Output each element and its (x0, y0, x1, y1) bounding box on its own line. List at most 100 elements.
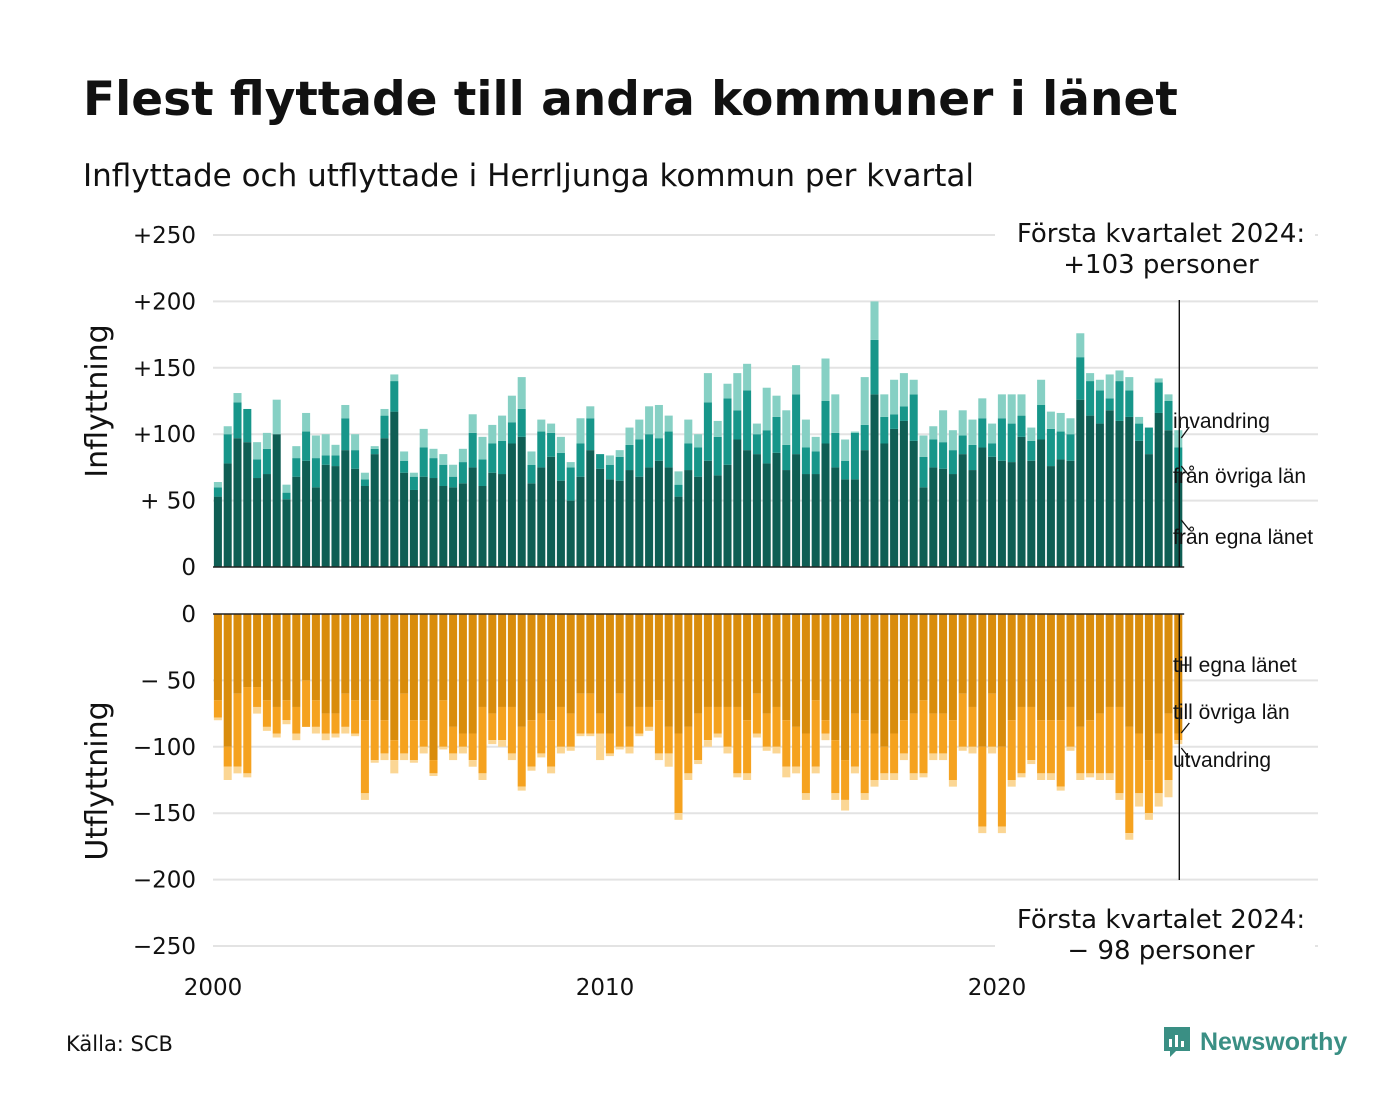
bar-out-3 (360, 793, 369, 800)
bar-out-2 (645, 706, 654, 727)
bar-out-2 (605, 733, 614, 754)
bar-in-2 (752, 434, 761, 455)
bar-in-2 (801, 447, 810, 475)
bar-out-3 (870, 780, 879, 787)
bar-in-1 (1105, 410, 1114, 567)
bar-out-1 (233, 614, 242, 694)
bar-out-2 (419, 720, 428, 747)
bar-in-2 (919, 456, 928, 488)
bar-out-1 (439, 614, 448, 701)
bar-in-2 (841, 460, 850, 480)
bar-in-2 (1095, 390, 1104, 424)
bar-out-2 (674, 733, 683, 814)
bar-in-2 (302, 431, 311, 461)
bar-in-3 (498, 415, 507, 441)
bar-out-2 (880, 746, 889, 774)
bar-in-1 (223, 463, 232, 567)
bar-out-2 (449, 726, 458, 754)
bar-in-2 (468, 432, 477, 468)
bar-out-1 (772, 614, 781, 707)
bar-out-3 (439, 746, 448, 750)
bar-in-2 (635, 439, 644, 477)
bar-in-1 (341, 450, 350, 567)
bar-out-2 (292, 706, 301, 734)
bar-in-3 (743, 363, 752, 391)
bar-out-1 (762, 614, 771, 714)
bar-out-2 (272, 706, 281, 734)
bar-in-3 (1174, 430, 1183, 448)
bar-in-2 (615, 456, 624, 481)
bar-out-1 (213, 614, 222, 701)
bar-out-1 (517, 614, 526, 727)
bar-out-3 (1066, 746, 1075, 751)
bar-in-3 (449, 464, 458, 477)
bar-out-2 (439, 700, 448, 747)
bar-in-1 (576, 476, 585, 567)
bar-in-2 (370, 448, 379, 455)
bar-in-2 (292, 458, 301, 477)
bar-in-3 (351, 434, 360, 451)
bar-out-1 (380, 614, 389, 721)
bar-in-3 (654, 404, 663, 439)
bar-in-2 (253, 459, 262, 479)
y-tick-label: +100 (133, 422, 196, 448)
bar-in-1 (449, 487, 458, 567)
bar-out-1 (1174, 614, 1183, 734)
bar-out-2 (870, 733, 879, 780)
bar-out-3 (811, 766, 820, 774)
bar-out-1 (811, 614, 820, 701)
y-tick-label: +150 (133, 356, 196, 382)
bar-out-2 (654, 700, 663, 754)
bar-in-2 (233, 402, 242, 439)
bar-in-1 (556, 480, 565, 567)
bar-in-1 (1174, 471, 1183, 567)
bar-in-2 (831, 432, 840, 468)
bar-out-3 (821, 733, 830, 741)
bar-in-2 (517, 408, 526, 437)
bar-in-3 (331, 444, 340, 456)
bar-out-1 (1017, 614, 1026, 707)
bar-in-1 (841, 479, 850, 567)
bar-out-1 (478, 614, 487, 707)
bar-in-1 (458, 483, 467, 567)
bar-in-1 (978, 447, 987, 567)
bar-out-3 (694, 760, 703, 765)
bar-in-1 (831, 467, 840, 567)
bar-in-3 (605, 455, 614, 465)
bar-in-1 (233, 438, 242, 567)
bar-out-3 (243, 773, 252, 778)
bar-out-3 (762, 746, 771, 751)
bar-out-3 (1076, 773, 1085, 780)
bar-in-3 (890, 379, 899, 415)
bar-out-2 (321, 713, 330, 734)
series-label-out: till egna länet (1173, 654, 1297, 677)
bar-in-3 (811, 436, 820, 452)
bar-in-2 (968, 444, 977, 471)
bar-in-2 (860, 424, 869, 451)
bar-in-1 (792, 454, 801, 567)
bar-out-1 (253, 614, 262, 688)
bar-in-2 (694, 447, 703, 477)
bar-in-1 (537, 467, 546, 567)
callout-bottom-line1: Första kvartalet 2024: (1017, 905, 1305, 935)
bar-out-1 (272, 614, 281, 707)
bar-out-1 (1154, 614, 1163, 734)
bar-out-2 (1007, 720, 1016, 780)
bar-in-1 (1017, 436, 1026, 567)
bar-in-3 (302, 412, 311, 432)
bar-out-1 (752, 614, 761, 694)
bar-out-1 (1144, 614, 1153, 761)
bar-out-3 (831, 793, 840, 800)
bar-in-2 (821, 401, 830, 444)
bar-out-3 (223, 766, 232, 780)
bar-out-2 (380, 720, 389, 754)
bar-out-1 (988, 614, 997, 694)
bar-in-3 (262, 432, 271, 449)
bar-out-2 (253, 687, 262, 707)
bar-out-2 (948, 720, 957, 780)
bar-in-3 (988, 423, 997, 444)
bar-in-3 (292, 446, 301, 459)
bar-in-3 (850, 431, 859, 433)
bar-out-2 (860, 720, 869, 794)
bar-out-3 (400, 753, 409, 761)
